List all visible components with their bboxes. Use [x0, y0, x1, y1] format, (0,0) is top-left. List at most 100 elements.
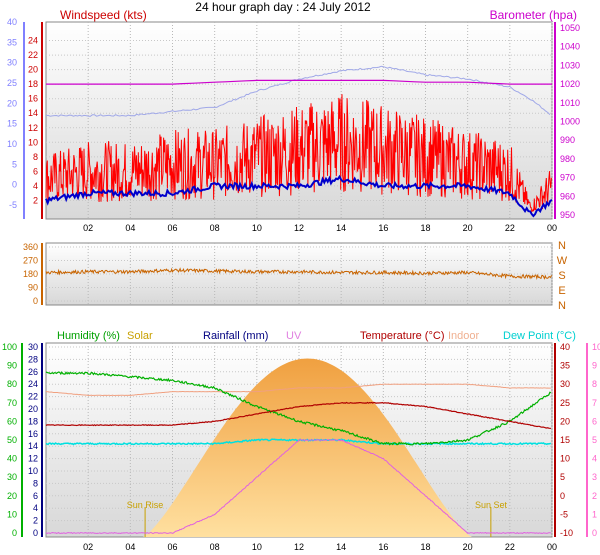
y-tick-label-temp: 5 [560, 472, 565, 482]
y-tick-label-kts: 8 [33, 152, 38, 162]
y-tick-label-humidity: 60 [7, 416, 17, 426]
y-tick-label-baro: 950 [560, 210, 575, 220]
y-tick-label-blue: 0 [12, 180, 17, 190]
x-tick-label-bottom: 22 [505, 542, 515, 552]
x-tick-label-top: 18 [420, 223, 430, 233]
y-tick-label-rain: 20 [28, 404, 38, 414]
y-tick-label-rain: 28 [28, 354, 38, 364]
series-area-solar [142, 358, 472, 537]
windspeed-label: Windspeed (kts) [60, 8, 147, 22]
y-tick-label-rain: 16 [28, 429, 38, 439]
x-tick-label-top: 08 [210, 223, 220, 233]
y-tick-label-humidity: 100 [2, 342, 17, 352]
y-tick-label-baro: 1000 [560, 117, 580, 127]
series-line-humidity [45, 371, 552, 446]
x-tick-label-top: 04 [125, 223, 135, 233]
y-tick-label-blue: 5 [12, 159, 17, 169]
series-line-temperature [45, 401, 552, 430]
y-tick-label-kts: 6 [33, 166, 38, 176]
y-tick-label-temp: 30 [560, 379, 570, 389]
y-tick-label-uv: 2 [592, 491, 597, 501]
x-tick-label-bottom: 10 [252, 542, 262, 552]
y-tick-label-kts: 20 [28, 65, 38, 75]
y-tick-label-rain: 6 [33, 491, 38, 501]
y-tick-label-humidity: 50 [7, 435, 17, 445]
chart-axes: 0202040406060808101012121414161618182020… [2, 17, 600, 552]
y-tick-label-rain: 8 [33, 478, 38, 488]
y-tick-label-kts: 4 [33, 181, 38, 191]
y-tick-label-kts: 18 [28, 79, 38, 89]
dewpoint-label: Dew Point (°C) [503, 330, 576, 342]
compass-label: N [558, 300, 566, 312]
y-tick-label-kts: 22 [28, 50, 38, 60]
y-tick-label-baro: 1040 [560, 42, 580, 52]
series-line-barometer [46, 79, 552, 85]
compass-label: N [558, 240, 566, 252]
y-tick-label-dir: 90 [28, 283, 38, 293]
x-tick-label-bottom: 12 [294, 542, 304, 552]
y-tick-label-temp: -10 [560, 528, 573, 538]
y-tick-label-dir: 360 [23, 242, 38, 252]
y-tick-label-humidity: 30 [7, 472, 17, 482]
x-tick-label-top: 00 [547, 223, 557, 233]
x-tick-label-bottom: 06 [167, 542, 177, 552]
y-tick-label-uv: 1 [592, 509, 597, 519]
y-tick-label-blue: 15 [7, 119, 17, 129]
y-tick-label-humidity: 20 [7, 491, 17, 501]
uv-label: UV [286, 330, 302, 342]
sunset-annotation: Sun Set [475, 500, 508, 510]
barometer-label: Barometer (hpa) [490, 8, 577, 22]
y-tick-label-humidity: 10 [7, 509, 17, 519]
compass-label: S [558, 270, 565, 282]
x-tick-label-top: 12 [294, 223, 304, 233]
y-tick-label-rain: 14 [28, 441, 38, 451]
y-tick-label-rain: 4 [33, 503, 38, 513]
series-line-winddir [45, 267, 553, 281]
y-tick-label-rain: 0 [33, 528, 38, 538]
y-tick-label-baro: 1010 [560, 98, 580, 108]
y-tick-label-kts: 12 [28, 123, 38, 133]
y-tick-label-blue: 10 [7, 139, 17, 149]
x-tick-label-top: 20 [463, 223, 473, 233]
y-tick-label-uv: 7 [592, 398, 597, 408]
y-tick-label-humidity: 80 [7, 379, 17, 389]
y-tick-label-rain: 22 [28, 392, 38, 402]
chart-marks [45, 65, 553, 537]
x-tick-label-bottom: 02 [83, 542, 93, 552]
y-tick-label-humidity: 70 [7, 398, 17, 408]
y-tick-label-dir: 180 [23, 269, 38, 279]
x-tick-label-top: 14 [336, 223, 346, 233]
humidity-label: Humidity (%) [57, 330, 120, 342]
y-tick-label-rain: 10 [28, 466, 38, 476]
y-tick-label-blue: -5 [9, 200, 17, 210]
y-tick-label-baro: 990 [560, 135, 575, 145]
y-tick-label-dir: 0 [33, 296, 38, 306]
y-tick-label-rain: 2 [33, 516, 38, 526]
y-tick-label-uv: 5 [592, 435, 597, 445]
y-tick-label-rain: 30 [28, 342, 38, 352]
y-tick-label-uv: 8 [592, 379, 597, 389]
y-tick-label-temp: -5 [560, 509, 568, 519]
indoor-label: Indoor [448, 330, 480, 342]
y-tick-label-kts: 2 [33, 195, 38, 205]
y-tick-label-rain: 18 [28, 416, 38, 426]
y-tick-label-kts: 14 [28, 108, 38, 118]
y-tick-label-temp: 35 [560, 361, 570, 371]
x-tick-label-bottom: 18 [420, 542, 430, 552]
y-tick-label-blue: 30 [7, 58, 17, 68]
compass-label: W [557, 255, 568, 267]
x-tick-label-top: 10 [252, 223, 262, 233]
series-line-blue [45, 65, 551, 117]
x-tick-label-top: 16 [378, 223, 388, 233]
y-tick-label-uv: 9 [592, 361, 597, 371]
y-tick-label-uv: 4 [592, 454, 597, 464]
series-line-indoor [45, 383, 551, 397]
graph-title: 24 hour graph day : 24 July 2012 [195, 0, 371, 14]
x-tick-label-bottom: 00 [547, 542, 557, 552]
y-tick-label-humidity: 0 [12, 528, 17, 538]
y-tick-label-baro: 1020 [560, 79, 580, 89]
y-tick-label-temp: 0 [560, 491, 565, 501]
series-line-uv [45, 439, 551, 535]
y-tick-label-baro: 1030 [560, 60, 580, 70]
